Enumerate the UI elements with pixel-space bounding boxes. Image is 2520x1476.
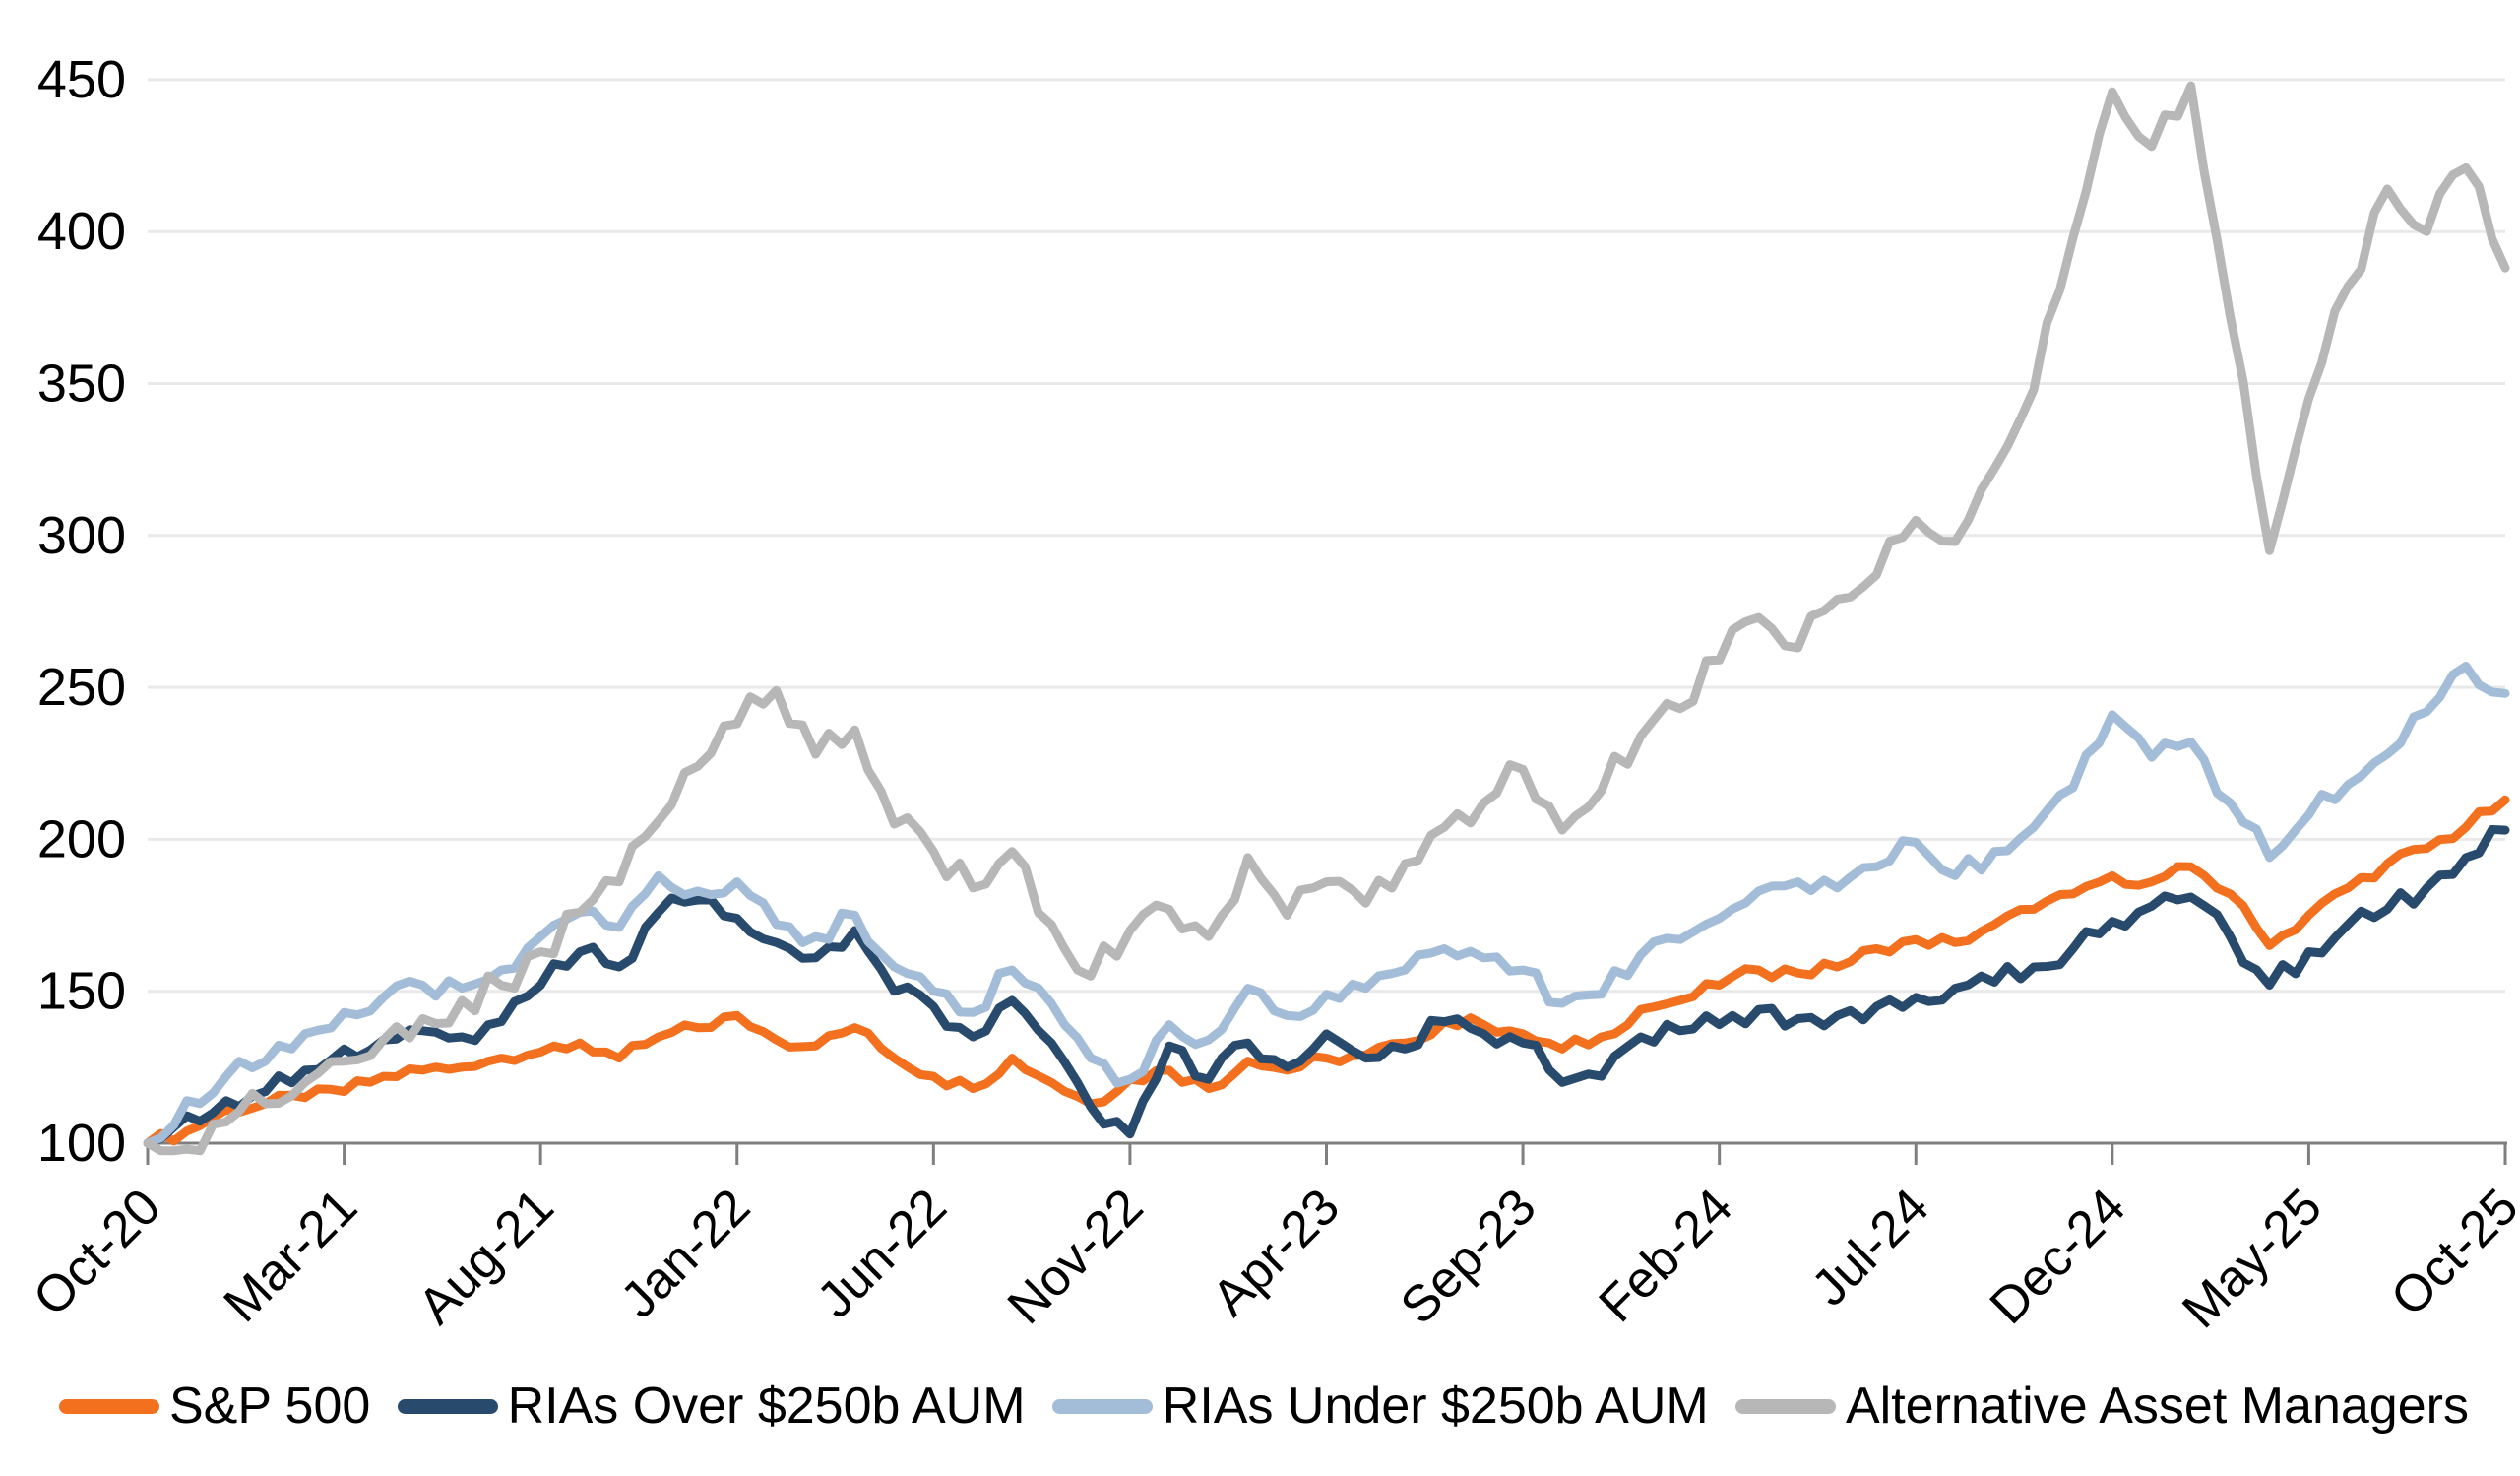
x-axis-label-Apr-23: Apr-23 — [1202, 1178, 1351, 1326]
y-axis-label-150: 150 — [37, 962, 126, 1021]
alt-asset-managers-line-swatch — [1734, 1398, 1836, 1414]
y-axis-label-100: 100 — [37, 1114, 126, 1173]
legend-label-alt-asset-managers: Alternative Asset Managers — [1845, 1378, 2469, 1435]
sp500-line-swatch — [59, 1398, 159, 1414]
x-axis-label-Oct-20: Oct-20 — [23, 1178, 171, 1326]
performance-line-chart: 100 150 200 250 300 350 400 450 Oct-20 Mar-21 Aug-… — [23, 50, 2520, 1339]
series-line-rias-under-250b — [143, 662, 2510, 1148]
x-axis-label-Aug-21: Aug-21 — [408, 1178, 565, 1335]
rias-over-250b-line-swatch — [397, 1398, 498, 1414]
x-axis-label-Mar-21: Mar-21 — [214, 1178, 368, 1332]
y-axis-label-250: 250 — [37, 658, 126, 717]
legend-item-sp500: S&P 500 — [59, 1380, 370, 1432]
y-axis-label-350: 350 — [37, 354, 126, 414]
rias-under-250b-line-swatch — [1051, 1398, 1153, 1414]
y-axis-label-300: 300 — [37, 506, 126, 565]
legend-label-rias-under-250b: RIAs Under $250b AUM — [1162, 1378, 1709, 1435]
series-line-alt-asset-managers — [143, 81, 2510, 1156]
x-axis-label-Jun-22: Jun-22 — [806, 1178, 957, 1328]
legend-item-rias-under-250b: RIAs Under $250b AUM — [1051, 1378, 1709, 1435]
x-axis-label-Jan-22: Jan-22 — [610, 1178, 761, 1328]
x-axis-label-Jul-24: Jul-24 — [1801, 1178, 1940, 1316]
series-line-sp500 — [143, 795, 2510, 1148]
x-axis-label-Nov-22: Nov-22 — [997, 1178, 1155, 1335]
y-axis-label-400: 400 — [37, 202, 126, 261]
x-axis-label-May-25: May-25 — [2172, 1178, 2333, 1339]
x-axis-label-Feb-24: Feb-24 — [1589, 1178, 1744, 1333]
y-axis-label-450: 450 — [37, 50, 126, 109]
legend-label-rias-over-250b: RIAs Over $250b AUM — [507, 1378, 1026, 1435]
x-axis-label-Dec-24: Dec-24 — [1980, 1178, 2137, 1335]
chart-legend: S&P 500 RIAs Over $250b AUM RIAs Under $… — [0, 1380, 2520, 1432]
y-axis-label-200: 200 — [37, 809, 126, 868]
x-axis-label-Sep-23: Sep-23 — [1390, 1178, 1547, 1335]
x-axis-label-Oct-25: Oct-25 — [2380, 1178, 2520, 1326]
legend-item-alt-asset-managers: Alternative Asset Managers — [1734, 1378, 2469, 1435]
legend-label-sp500: S&P 500 — [169, 1378, 371, 1435]
series-line-rias-over-250b — [143, 825, 2510, 1148]
legend-item-rias-over-250b: RIAs Over $250b AUM — [397, 1378, 1026, 1435]
